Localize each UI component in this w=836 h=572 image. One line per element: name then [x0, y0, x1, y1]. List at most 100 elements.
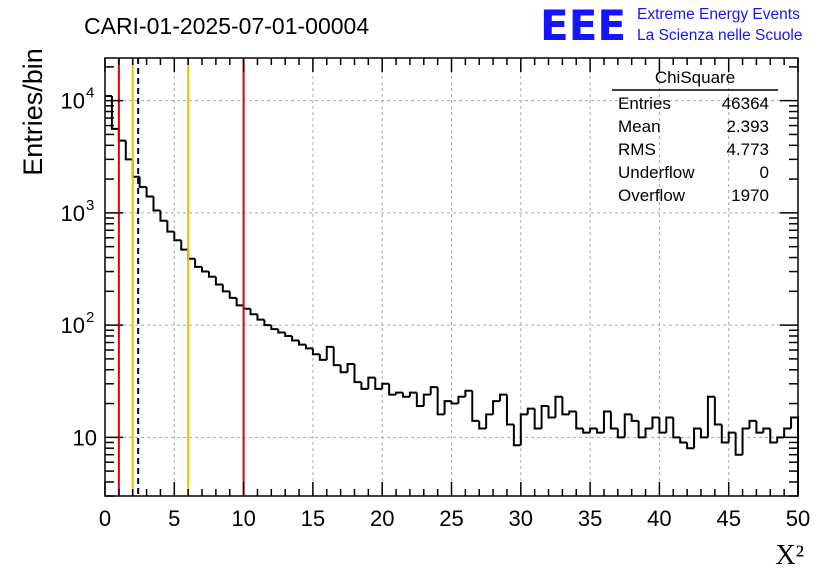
histogram-bin: [450, 401, 459, 405]
histogram-bin: [686, 442, 695, 450]
histogram-bin: [242, 305, 251, 310]
histogram-bin: [457, 395, 466, 404]
histogram-bin: [270, 325, 279, 331]
stats-box: ChiSquare Entries 46364 Mean 2.393 RMS 4.773 U…: [612, 68, 778, 205]
chart-title: CARI-01-2025-07-01-00004: [84, 13, 369, 39]
histogram-bin: [790, 416, 799, 496]
stats-value: 4.773: [726, 140, 769, 159]
histogram-bin: [658, 417, 667, 434]
stats-value: 1970: [731, 186, 769, 205]
y-tick-label: 10: [61, 313, 85, 338]
histogram-bin: [367, 376, 376, 389]
histogram-bin: [499, 393, 507, 402]
histogram-bin: [339, 365, 348, 374]
histogram-bin: [353, 364, 362, 384]
histogram-bin: [263, 319, 272, 327]
stats-label: Overflow: [618, 186, 686, 205]
histogram-bin: [166, 220, 175, 233]
histogram-bin: [325, 345, 334, 360]
histogram-bin: [284, 332, 293, 337]
histogram-bin: [374, 377, 383, 390]
stats-value: 2.393: [726, 117, 769, 136]
histogram-bin: [776, 436, 785, 443]
histogram-bin: [616, 428, 625, 439]
histogram-bin: [630, 414, 639, 422]
stats-label: Entries: [618, 94, 671, 113]
histogram-bin: [311, 348, 320, 356]
histogram-bin: [713, 396, 722, 426]
histogram-bin: [415, 392, 424, 408]
histogram-bin: [207, 271, 216, 278]
histogram-bin: [159, 210, 168, 222]
histogram-bin: [762, 427, 771, 433]
y-axis-label: Entries/bin: [18, 48, 48, 176]
x-tick-label: 35: [578, 506, 602, 531]
histogram-bin: [304, 344, 313, 350]
x-tick-label: 30: [509, 506, 533, 531]
logo-line-1: Extreme Energy Events: [637, 6, 800, 23]
histogram-bin: [568, 410, 577, 415]
y-tick-exponent: 3: [86, 197, 94, 214]
x-tick-label: 5: [168, 506, 180, 531]
logo-mark: EEE: [540, 1, 626, 50]
histogram-bin: [201, 266, 209, 273]
histogram-bin: [401, 392, 410, 398]
histogram-bin: [505, 394, 514, 426]
x-tick-label: 45: [716, 506, 740, 531]
y-tick-label: 10: [61, 201, 85, 226]
histogram-bin: [769, 428, 778, 444]
y-tick-exponent: 4: [86, 85, 94, 102]
x-axis: 0 5 10 15 20 25 30 35 40 45 50: [99, 58, 810, 531]
histogram-bin: [492, 400, 501, 415]
histogram-bin: [526, 407, 535, 415]
histogram-bin: [727, 431, 736, 443]
histogram-bin: [138, 176, 147, 189]
histogram-bin: [575, 411, 584, 430]
x-tick-label: 40: [647, 506, 671, 531]
stats-label: Underflow: [618, 163, 695, 182]
histogram-bin: [249, 308, 258, 316]
histogram-bin: [651, 416, 660, 429]
histogram-bin: [277, 329, 286, 334]
histogram-bin: [464, 389, 473, 397]
histogram-bin: [395, 391, 403, 395]
y-tick-label: 10: [61, 89, 85, 114]
histogram-bin: [748, 419, 757, 429]
histogram-bin: [471, 390, 480, 422]
histogram-bin: [693, 427, 701, 449]
histogram-bin: [533, 408, 542, 430]
histogram-bin: [256, 314, 265, 321]
histogram-bin: [582, 428, 591, 434]
histogram-bin: [388, 383, 397, 396]
histogram-bin: [332, 346, 341, 367]
stats-rows: Entries 46364 Mean 2.393 RMS 4.773 Underflow 0 O…: [618, 94, 769, 205]
stats-label: RMS: [618, 140, 656, 159]
logo-line-2: La Scienza nelle Scuole: [637, 27, 802, 44]
x-tick-label: 15: [301, 506, 325, 531]
histogram-bin: [124, 140, 133, 161]
histogram-bin: [623, 413, 632, 438]
x-tick-label: 20: [370, 506, 394, 531]
histogram-bin: [194, 258, 203, 268]
histogram-bin: [443, 400, 452, 415]
histogram-bin: [672, 417, 681, 439]
histogram-bin: [540, 405, 549, 429]
histogram-bin: [512, 424, 521, 447]
histogram-bin: [117, 128, 126, 142]
histogram-bin: [187, 249, 196, 260]
histogram-bin: [436, 387, 445, 416]
histogram-bin: [478, 420, 487, 430]
y-tick-label: 10: [73, 425, 97, 450]
histogram-bin: [665, 416, 674, 433]
histogram-bin: [408, 391, 417, 397]
histogram-bin: [547, 406, 556, 419]
histogram-bin: [291, 335, 300, 342]
histogram-bin: [318, 354, 327, 361]
histogram-bin: [485, 413, 494, 429]
histogram-bin: [360, 382, 369, 390]
marker-lines: [117, 58, 245, 496]
histogram-bin: [596, 428, 604, 434]
x-tick-label: 0: [99, 506, 111, 531]
